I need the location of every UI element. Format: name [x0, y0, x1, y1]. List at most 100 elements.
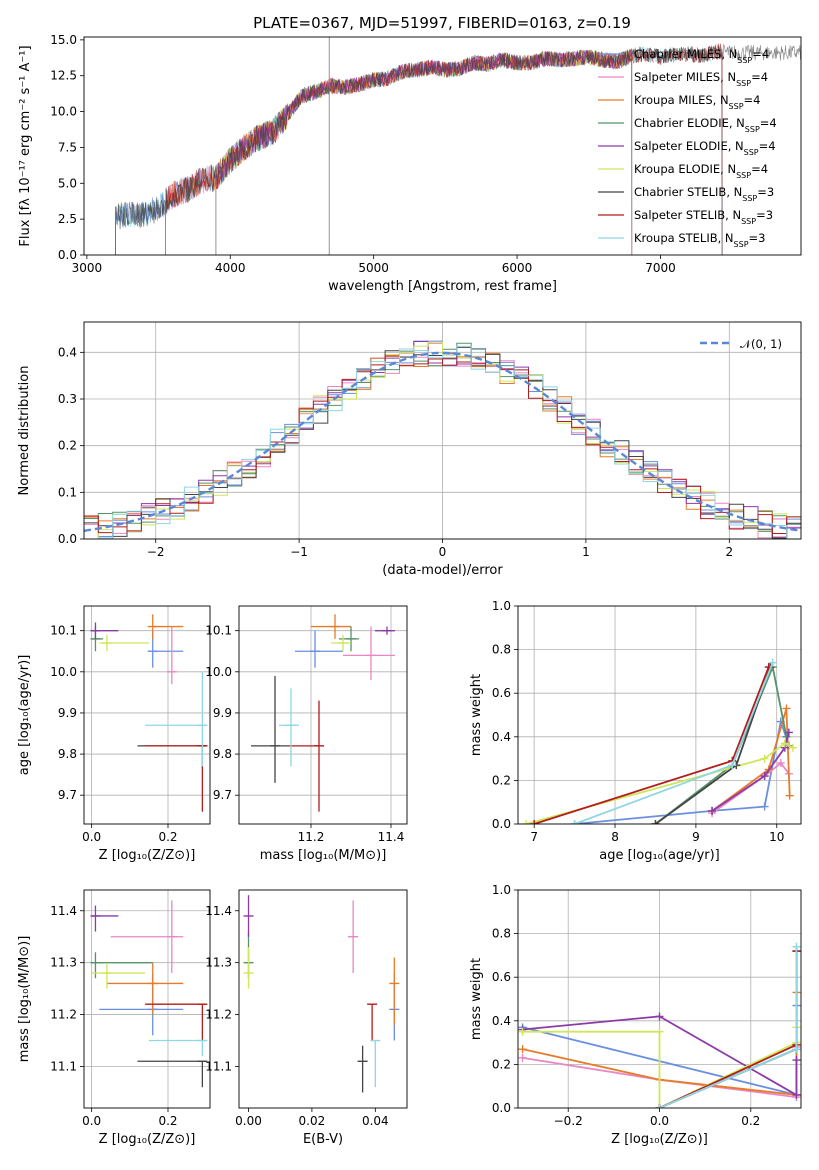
spectrum-xtick-label-4: 7000 — [645, 261, 676, 275]
spectrum-xtick-label-2: 5000 — [358, 261, 389, 275]
mass_vs_Z-ytick-label-0: 11.1 — [50, 1059, 77, 1073]
residuals-ytick-label-3: 0.3 — [58, 392, 77, 406]
age_vs_Z-ytick-label-0: 9.7 — [58, 788, 77, 802]
weight_vs_Z-ytick-label-3: 0.6 — [492, 970, 511, 984]
weight_vs_age-marker-2-2 — [782, 704, 791, 713]
weight_vs_age-marker-2-3 — [785, 791, 794, 800]
weight_vs_Z-panel: −0.2 0.0 0.2 0.0 0.2 0.4 0.6 0.8 1.0 Z [log₁₀(Z/Z… — [469, 883, 802, 1147]
weight_vs_age-series-2 — [711, 708, 791, 812]
residuals-xtick-label-0: −2 — [147, 545, 165, 559]
weight_vs_age-marker-0-2 — [760, 802, 769, 811]
spectrum-model-line-5 — [215, 49, 633, 255]
spectrum-model-line-4 — [215, 48, 633, 255]
weight_vs_age-marker-4-0 — [708, 806, 717, 815]
residual-legend-label: 𝒩(0, 1) — [740, 337, 782, 351]
weight_vs_age-ytick-label-3: 0.6 — [492, 686, 511, 700]
weight_vs_age-marker-7-0 — [530, 820, 539, 824]
spectrum-plot-area — [115, 37, 801, 255]
age_vs_Z-ytick-label-2: 9.9 — [58, 706, 77, 720]
age_vs_mass-xtick-label-0: 11.2 — [298, 830, 325, 844]
mass_vs_Z-ylabel: mass [log₁₀(M/M⊙)] — [17, 936, 32, 1063]
legend-entry-7: Salpeter STELIB, NSSP=3 — [634, 208, 773, 226]
weight_vs_age-ylabel: mass weight — [469, 674, 484, 756]
weight_vs_age-xlabel: age [log₁₀(age/yr)] — [599, 848, 720, 863]
residual-histogram-5 — [84, 341, 801, 539]
weight_vs_Z-series-4 — [522, 1015, 798, 1097]
mass_vs_ebv-ytick-label-1: 11.2 — [205, 1008, 232, 1022]
weight_vs_age-series-7 — [533, 666, 770, 824]
mass_vs_Z-xlabel: Z [log₁₀(Z/Z⊙)] — [99, 1132, 196, 1147]
weight_vs_age-series-5 — [525, 742, 794, 824]
weight_vs_age-marker-6-0 — [651, 820, 660, 824]
weight_vs_Z-marker-4-3 — [792, 1056, 801, 1065]
age_vs_mass-xtick-label-1: 11.4 — [378, 830, 405, 844]
mass_vs_ebv-plot-area — [243, 895, 400, 1093]
legend-entry-4: Salpeter ELODIE, NSSP=4 — [634, 139, 776, 157]
age_vs_mass-frame — [238, 605, 408, 825]
weight_vs_age-series-1 — [711, 761, 790, 814]
spectrum-ytick-label-1: 2.5 — [58, 212, 77, 226]
mass_vs_Z-ytick-label-2: 11.3 — [50, 956, 77, 970]
spectrum-model-line-6 — [115, 46, 723, 255]
legend-entry-0: Chabrier MILES, NSSP=4 — [634, 47, 769, 65]
residuals-xtick-label-3: 1 — [582, 545, 590, 559]
weight_vs_Z-ytick-label-2: 0.4 — [492, 1014, 511, 1028]
weight_vs_Z-ytick-label-0: 0.0 — [492, 1101, 511, 1115]
residual-histogram-7 — [84, 355, 801, 534]
weight_vs_Z-marker-5-1 — [655, 1027, 664, 1036]
residual-histogram-8 — [84, 345, 801, 539]
residuals-ytick-label-1: 0.1 — [58, 485, 77, 499]
weight_vs_Z-ytick-label-4: 0.8 — [492, 927, 511, 941]
weight_vs_Z-marker-1-0 — [518, 1053, 527, 1062]
residuals-xtick-label-1: −1 — [290, 545, 308, 559]
weight_vs_Z-series-6 — [659, 951, 798, 1108]
weight_vs_age-frame — [517, 605, 802, 825]
spectrum-ytick-label-3: 7.5 — [58, 140, 77, 154]
weight_vs_Z-marker-8-1 — [792, 1045, 801, 1054]
mass_vs_ebv-xtick-label-2: 0.04 — [362, 1114, 389, 1128]
age_vs_Z-ylabel: age [log₁₀(age/yr)] — [17, 655, 32, 776]
weight_vs_age-marker-5-2 — [780, 739, 789, 748]
age_vs_Z-xtick-label-0: 0.0 — [82, 830, 101, 844]
residuals-plot-area — [84, 322, 801, 539]
weight_vs_age-ytick-label-1: 0.2 — [492, 773, 511, 787]
weight_vs_age-ytick-label-4: 0.8 — [492, 643, 511, 657]
weight_vs_age-marker-5-0 — [522, 820, 531, 824]
residuals-frame — [83, 321, 802, 540]
weight_vs_Z-marker-5-0 — [518, 1027, 527, 1036]
weight_vs_age-marker-8-0 — [570, 820, 579, 824]
weight_vs_age-marker-8-2 — [768, 658, 777, 667]
legend-entry-2: Kroupa MILES, NSSP=4 — [634, 93, 760, 111]
age_vs_Z-xtick-label-1: 0.2 — [158, 830, 177, 844]
weight_vs_Z-series-3 — [659, 951, 798, 1108]
residuals-xtick-label-2: 0 — [439, 545, 447, 559]
mass_vs_Z-xtick-label-1: 0.2 — [158, 1114, 177, 1128]
weight_vs_Z-marker-2-0 — [518, 1045, 527, 1054]
weight_vs_age-xtick-label-2: 9 — [692, 830, 700, 844]
age_vs_mass-xlabel: mass [log₁₀(M/M⊙)] — [260, 848, 387, 863]
weight_vs_Z-plot-area — [518, 890, 801, 1108]
mass_vs_Z-plot-area — [84, 890, 210, 1108]
age_vs_mass-ytick-label-0: 9.7 — [213, 788, 232, 802]
residuals-xtick-label-4: 2 — [725, 545, 733, 559]
residuals-ylabel: Normed distribution — [17, 366, 32, 496]
mass_vs_ebv-ytick-label-2: 11.3 — [205, 956, 232, 970]
mass_vs_Z-frame — [83, 889, 211, 1109]
weight_vs_Z-marker-4-1 — [655, 1012, 664, 1021]
residuals-ytick-label-4: 0.4 — [58, 345, 77, 359]
mass_vs_Z-ytick-label-1: 11.2 — [50, 1008, 77, 1022]
weight_vs_age-series-4 — [711, 732, 790, 812]
spectrum-xlabel: wavelength [Angstrom, rest frame] — [328, 279, 557, 294]
weight_vs_Z-series-7 — [659, 951, 798, 1108]
weight_vs_Z-xtick-label-0: −0.2 — [554, 1114, 583, 1128]
weight_vs_Z-marker-8-2 — [792, 942, 801, 951]
weight_vs_age-xtick-label-0: 7 — [530, 830, 538, 844]
age_vs_Z-frame — [83, 605, 211, 825]
legend-entry-3: Chabrier ELODIE, NSSP=4 — [634, 116, 777, 134]
weight_vs_age-ytick-label-2: 0.4 — [492, 730, 511, 744]
spectrum-panel: 3000 4000 5000 6000 7000 0.0 2.5 5.0 7.5 10.0 12.5… — [18, 33, 802, 294]
weight_vs_age-ytick-label-5: 1.0 — [492, 599, 511, 613]
mass_vs_ebv-panel: 0.00 0.02 0.04 11.1 11.2 11.3 11.4 E(B-V) — [205, 889, 408, 1147]
spectrum-ytick-label-4: 10.0 — [50, 105, 77, 119]
spectrum-model-line-8 — [115, 46, 723, 255]
